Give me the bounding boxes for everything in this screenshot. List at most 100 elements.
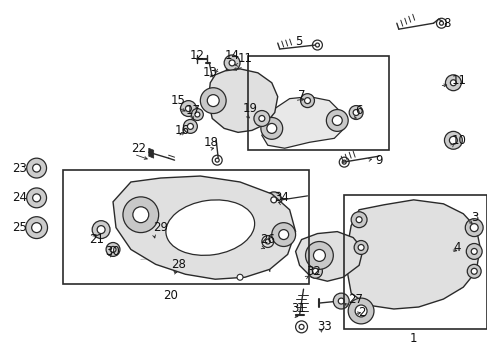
Text: 15: 15	[171, 94, 185, 107]
Text: 27: 27	[347, 293, 362, 306]
Ellipse shape	[92, 221, 110, 239]
Text: 18: 18	[203, 136, 218, 149]
Text: 17: 17	[185, 104, 201, 117]
Ellipse shape	[448, 136, 456, 144]
Ellipse shape	[27, 188, 46, 208]
Ellipse shape	[265, 192, 281, 208]
Ellipse shape	[355, 217, 361, 223]
Text: 29: 29	[153, 221, 168, 234]
Text: 2: 2	[358, 306, 365, 319]
Ellipse shape	[278, 230, 288, 239]
Ellipse shape	[313, 249, 325, 261]
Ellipse shape	[32, 223, 41, 233]
Ellipse shape	[200, 88, 225, 113]
Ellipse shape	[258, 116, 264, 121]
Text: 32: 32	[305, 265, 320, 278]
Bar	[344, 195, 486, 329]
Ellipse shape	[237, 274, 243, 280]
Text: 31: 31	[290, 302, 305, 315]
Ellipse shape	[133, 207, 148, 223]
Ellipse shape	[229, 60, 235, 66]
Ellipse shape	[312, 268, 318, 274]
Ellipse shape	[187, 123, 193, 129]
Text: 10: 10	[451, 134, 466, 147]
Polygon shape	[148, 148, 153, 158]
Text: 19: 19	[242, 102, 257, 115]
Text: 7: 7	[297, 89, 305, 102]
Text: 9: 9	[374, 154, 382, 167]
Text: 11: 11	[451, 74, 466, 87]
Bar	[63, 170, 309, 284]
Ellipse shape	[33, 194, 41, 202]
Bar	[247, 56, 388, 150]
Ellipse shape	[347, 298, 373, 324]
Ellipse shape	[308, 264, 322, 278]
Ellipse shape	[260, 117, 282, 139]
Ellipse shape	[469, 224, 477, 231]
Polygon shape	[262, 96, 344, 148]
Text: 6: 6	[355, 104, 362, 117]
Ellipse shape	[444, 131, 461, 149]
Ellipse shape	[207, 95, 219, 107]
Ellipse shape	[466, 243, 481, 260]
Text: 24: 24	[12, 192, 27, 204]
Text: 4: 4	[453, 241, 460, 254]
Ellipse shape	[304, 98, 310, 104]
Ellipse shape	[266, 123, 276, 133]
Ellipse shape	[122, 197, 158, 233]
Ellipse shape	[26, 217, 47, 239]
Ellipse shape	[464, 219, 482, 237]
Ellipse shape	[332, 116, 342, 125]
Ellipse shape	[106, 243, 120, 256]
Polygon shape	[295, 231, 362, 281]
Text: 20: 20	[163, 289, 178, 302]
Ellipse shape	[470, 248, 476, 255]
Text: 30: 30	[105, 245, 120, 258]
Ellipse shape	[305, 242, 333, 269]
Ellipse shape	[224, 55, 240, 71]
Text: 5: 5	[294, 35, 302, 48]
Text: 11: 11	[237, 53, 252, 66]
Text: 12: 12	[189, 49, 204, 63]
Text: 16: 16	[175, 124, 190, 137]
Ellipse shape	[183, 120, 197, 133]
Text: 1: 1	[409, 332, 417, 345]
Ellipse shape	[354, 305, 366, 317]
Ellipse shape	[195, 112, 200, 117]
Ellipse shape	[445, 75, 460, 91]
Ellipse shape	[191, 109, 203, 121]
Text: 26: 26	[260, 233, 275, 246]
Text: 23: 23	[12, 162, 27, 175]
Polygon shape	[113, 176, 295, 279]
Text: 25: 25	[12, 221, 27, 234]
Ellipse shape	[33, 164, 41, 172]
Ellipse shape	[165, 200, 254, 255]
Ellipse shape	[97, 226, 105, 234]
Ellipse shape	[357, 244, 364, 251]
Ellipse shape	[449, 80, 455, 86]
Polygon shape	[208, 69, 277, 132]
Ellipse shape	[271, 223, 295, 247]
Text: 34: 34	[274, 192, 288, 204]
Ellipse shape	[180, 100, 196, 117]
Text: 13: 13	[203, 66, 217, 79]
Ellipse shape	[353, 240, 367, 255]
Ellipse shape	[325, 109, 347, 131]
Text: 21: 21	[88, 233, 103, 246]
Ellipse shape	[467, 264, 480, 278]
Text: 14: 14	[224, 49, 239, 63]
Text: 33: 33	[316, 320, 331, 333]
Ellipse shape	[27, 158, 46, 178]
Ellipse shape	[350, 212, 366, 228]
Polygon shape	[346, 200, 479, 309]
Ellipse shape	[352, 109, 358, 116]
Ellipse shape	[110, 247, 116, 252]
Text: 28: 28	[171, 258, 185, 271]
Ellipse shape	[338, 298, 344, 304]
Text: 3: 3	[470, 211, 478, 224]
Ellipse shape	[185, 105, 191, 112]
Text: 22: 22	[131, 142, 146, 155]
Ellipse shape	[300, 94, 314, 108]
Ellipse shape	[253, 111, 269, 126]
Ellipse shape	[348, 105, 362, 120]
